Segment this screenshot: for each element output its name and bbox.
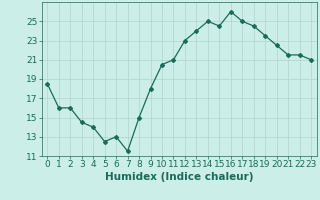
X-axis label: Humidex (Indice chaleur): Humidex (Indice chaleur) [105, 172, 253, 182]
